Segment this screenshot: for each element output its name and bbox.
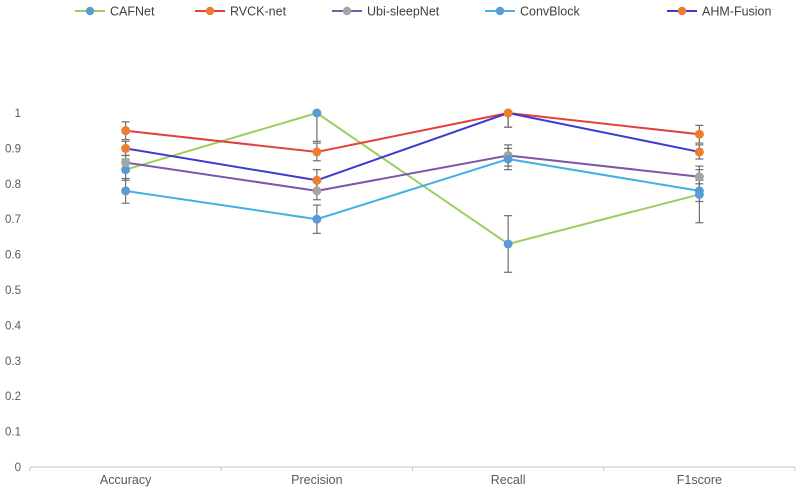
series-line [125,158,700,221]
data-point-marker [503,154,513,164]
legend-label: RVCK-net [230,5,287,19]
x-axis: Accuracy Precision Recall F1score [29,466,796,487]
data-point-marker [121,143,131,153]
x-axis-label-recall: Recall [491,473,526,487]
series-line [125,112,700,153]
data-point-marker [121,186,131,196]
legend-marker-icon [205,6,215,16]
y-axis-tick-label: 0.2 [5,391,21,403]
data-point-marker [503,108,513,118]
data-point-marker [312,186,322,196]
legend: CAFNet RVCK-net Ubi-sleepNet ConvBlock AHM-F… [75,5,772,19]
x-axis-label-precision: Precision [291,473,342,487]
data-point-marker [694,186,704,196]
data-point-marker [694,147,704,157]
series-line [125,154,700,192]
legend-label: Ubi-sleepNet [367,5,440,19]
series-convblock [121,154,704,224]
data-point-marker [503,239,513,249]
legend-item-rvck-net: RVCK-net [195,5,287,19]
y-axis-tick-label: 0.5 [5,285,21,297]
legend-item-ahm-fusion: AHM-Fusion [667,5,772,19]
x-axis-label-f1score: F1score [677,473,722,487]
y-axis-tick-label: 0.8 [5,179,21,191]
x-axis-label-accuracy: Accuracy [100,473,152,487]
legend-marker-icon [495,6,505,16]
data-point-marker [312,214,322,224]
legend-marker-icon [85,6,95,16]
legend-marker-icon [677,6,687,16]
legend-item-convblock: ConvBlock [485,5,580,19]
data-point-marker [312,108,322,118]
y-axis-tick-label: 0.9 [5,143,21,155]
data-point-marker [121,126,131,136]
legend-label: ConvBlock [520,5,580,19]
data-point-marker [312,175,322,185]
y-axis-tick-label: 0.6 [5,250,21,262]
legend-label: CAFNet [110,5,155,19]
y-axis-tick-label: 0.7 [5,214,21,226]
legend-marker-icon [342,6,352,16]
series-line [125,112,700,182]
y-axis-tick-label: 1 [15,108,21,120]
data-point-marker [312,147,322,157]
legend-item-ubi-sleepnet: Ubi-sleepNet [332,5,440,19]
series-ahm-fusion [121,108,704,185]
y-axis: 0 0.1 0.2 0.3 0.4 0.5 0.6 0.7 0.8 0.9 1 [5,108,22,474]
y-axis-tick-label: 0.3 [5,356,21,368]
legend-item-cafnet: CAFNet [75,5,155,19]
legend-label: AHM-Fusion [702,5,772,19]
y-axis-tick-label: 0 [15,462,21,474]
data-point-marker [694,129,704,139]
data-point-marker [121,158,131,168]
y-axis-tick-label: 0.1 [5,427,21,439]
data-point-marker [694,172,704,182]
y-axis-tick-label: 0.4 [5,320,22,332]
data-point-marker [121,165,131,175]
